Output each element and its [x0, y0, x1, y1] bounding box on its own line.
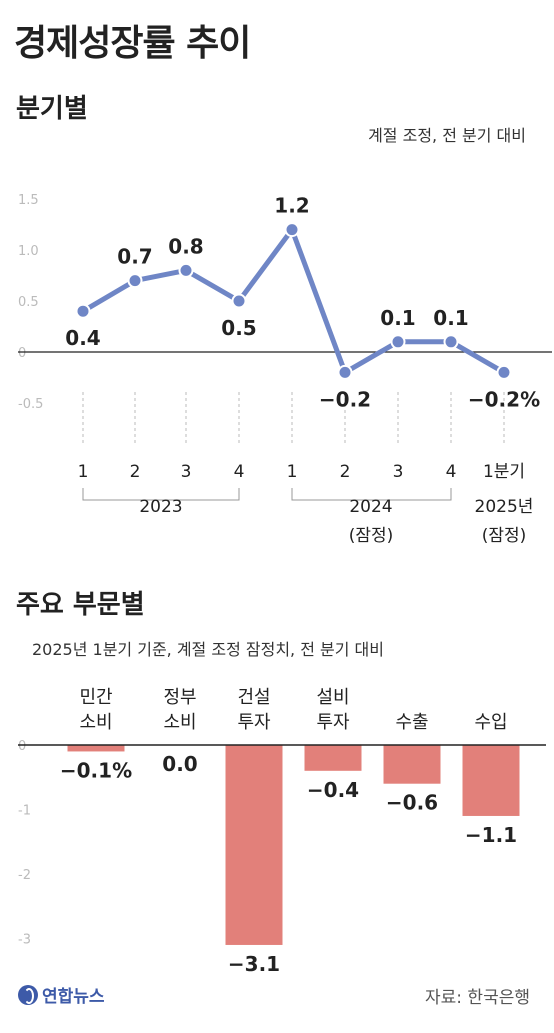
x-tick-label: 3	[393, 462, 404, 482]
data-label: 0.7	[117, 245, 152, 269]
data-point	[75, 303, 91, 319]
bar	[304, 745, 362, 771]
data-point	[390, 334, 406, 350]
data-label: −0.2	[319, 387, 371, 411]
y-tick-label: 0	[18, 346, 26, 361]
category-label: 수입	[474, 712, 507, 733]
line-chart: 1.5 1.0 0.5 0 -0.5 0.4 0.7 0.8 0.5 1.2 −0.2 0.1 0.1 −…	[18, 193, 552, 546]
data-label: 0.1	[433, 306, 468, 330]
data-label: −1.1	[465, 823, 517, 847]
data-point	[231, 293, 247, 309]
data-label: −0.1%	[60, 758, 132, 782]
category-label: 소비	[163, 712, 196, 733]
x-tick-label: 1분기	[483, 462, 525, 482]
data-label: 0.0	[162, 752, 197, 776]
logo: 연합뉴스	[18, 982, 105, 1007]
category-label: 건설	[237, 687, 270, 708]
group-label: 2023	[139, 497, 182, 517]
x-tick-label: 4	[234, 462, 245, 482]
group-bracket	[82, 488, 240, 501]
y-tick-label: -2	[18, 868, 31, 883]
x-tick-label: 1	[78, 462, 89, 482]
y-tick-label: 0.5	[18, 295, 39, 310]
y-tick-label: -3	[18, 933, 31, 948]
section-title-sectors: 주요 부문별	[16, 590, 145, 620]
category-label: 정부	[163, 687, 196, 708]
y-tick-label: 1.5	[18, 193, 39, 208]
data-point	[178, 262, 194, 278]
data-label: 0.4	[65, 326, 100, 350]
bar	[67, 745, 125, 752]
bar	[383, 745, 441, 784]
logo-text: 연합뉴스	[42, 987, 105, 1007]
data-point	[127, 273, 143, 289]
data-label: 0.8	[168, 234, 203, 258]
group-label: 2024	[349, 497, 392, 517]
category-label: 설비	[316, 687, 349, 708]
x-tick-label: 2	[340, 462, 351, 482]
category-label: 민간	[79, 687, 112, 708]
category-label: 투자	[316, 712, 350, 733]
category-label: 소비	[79, 712, 112, 733]
data-point	[496, 364, 512, 380]
data-label: 0.1	[380, 306, 415, 330]
y-tick-label: -0.5	[18, 397, 43, 412]
yonhap-logo-icon	[18, 984, 38, 1005]
y-tick-label: 1.0	[18, 244, 39, 259]
data-label: −0.4	[307, 778, 359, 802]
page-title: 경제성장률 추이	[14, 23, 251, 64]
data-label: −0.6	[386, 791, 438, 815]
x-tick-label: 1	[287, 462, 298, 482]
group-sublabel: (잠정)	[482, 526, 527, 546]
quarterly-note: 계절 조정, 전 분기 대비	[368, 126, 526, 145]
group-sublabel: (잠정)	[349, 526, 394, 546]
data-point	[284, 222, 300, 238]
data-label: −3.1	[228, 952, 280, 976]
data-point	[443, 334, 459, 350]
group-bracket	[291, 488, 452, 501]
category-label: 투자	[237, 712, 271, 733]
category-label: 수출	[395, 712, 428, 733]
x-tick-label: 3	[181, 462, 192, 482]
data-label: −0.2%	[468, 387, 540, 411]
y-tick-label: 0	[18, 739, 26, 754]
data-label: 1.2	[274, 194, 309, 218]
data-point	[337, 364, 353, 380]
x-tick-label: 2	[130, 462, 141, 482]
bar	[462, 745, 520, 816]
source-label: 자료: 한국은행	[425, 988, 530, 1008]
sectors-note: 2025년 1분기 기준, 계절 조정 잠정치, 전 분기 대비	[32, 640, 384, 659]
x-tick-label: 4	[446, 462, 457, 482]
group-label: 2025년	[475, 497, 534, 517]
bar	[225, 745, 283, 945]
data-label: 0.5	[221, 316, 256, 340]
y-tick-label: -1	[18, 804, 31, 819]
section-title-quarterly: 분기별	[16, 94, 88, 124]
